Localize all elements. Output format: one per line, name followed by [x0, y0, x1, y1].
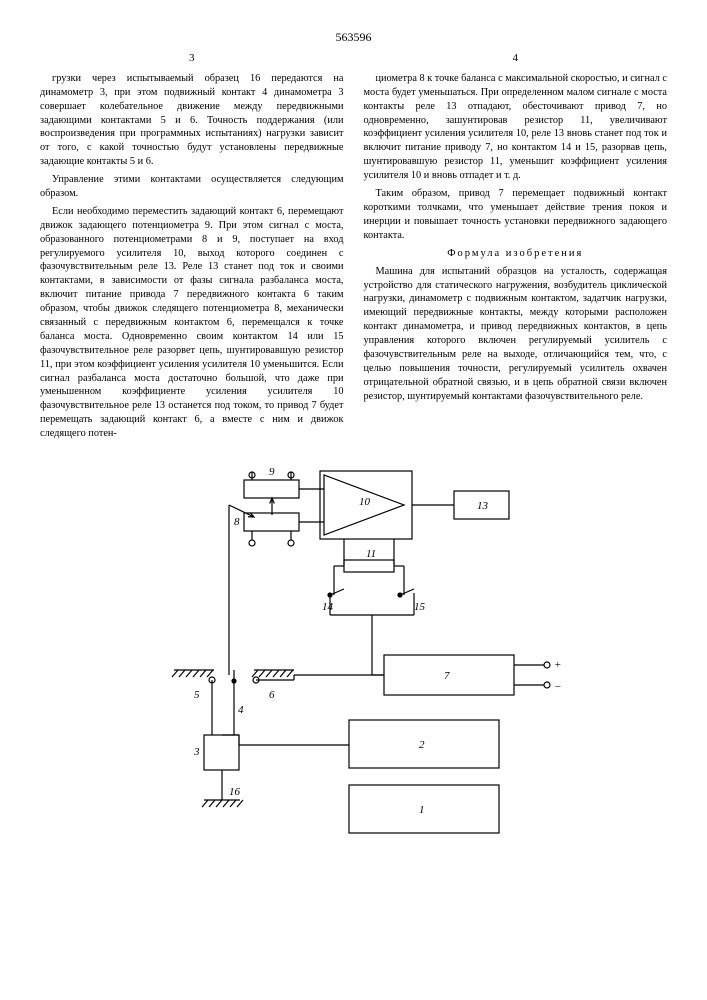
svg-text:6: 6	[269, 689, 275, 701]
svg-text:14: 14	[322, 601, 334, 613]
left-para-3: Если необходимо переместить задающий кон…	[40, 205, 344, 441]
circuit-diagram: 9 8 10 13 11 14 15 7 + − 5 6 4 3 16 2 1	[40, 465, 667, 865]
page-number-left: 3	[40, 51, 344, 66]
text-columns: 3 грузки через испытываемый образец 16 п…	[40, 51, 667, 445]
left-para-2: Управление этими контактами осуществляет…	[40, 173, 344, 201]
svg-text:10: 10	[359, 496, 371, 508]
formula-title: Формула изобретения	[364, 247, 668, 261]
svg-text:5: 5	[194, 689, 200, 701]
left-para-1: грузки через испытываемый образец 16 пер…	[40, 72, 344, 169]
right-para-3: Машина для испытаний образцов на усталос…	[364, 265, 668, 404]
svg-text:11: 11	[366, 548, 376, 560]
svg-text:7: 7	[444, 670, 450, 682]
svg-text:3: 3	[193, 746, 200, 758]
right-para-2: Таким образом, привод 7 перемещает подви…	[364, 187, 668, 243]
svg-text:9: 9	[269, 466, 275, 478]
svg-text:13: 13	[477, 500, 489, 512]
svg-text:2: 2	[419, 739, 425, 751]
left-column: 3 грузки через испытываемый образец 16 п…	[40, 51, 344, 445]
right-column: 4 циометра 8 к точке баланса с максималь…	[364, 51, 668, 445]
svg-text:1: 1	[419, 804, 425, 816]
svg-text:+: +	[554, 659, 561, 671]
page-number-right: 4	[364, 51, 668, 66]
svg-text:4: 4	[238, 704, 244, 716]
svg-text:15: 15	[414, 601, 426, 613]
svg-text:−: −	[554, 681, 561, 693]
document-number: 563596	[40, 30, 667, 45]
right-para-1: циометра 8 к точке баланса с максимально…	[364, 72, 668, 183]
svg-text:16: 16	[229, 786, 241, 798]
svg-text:8: 8	[234, 516, 240, 528]
